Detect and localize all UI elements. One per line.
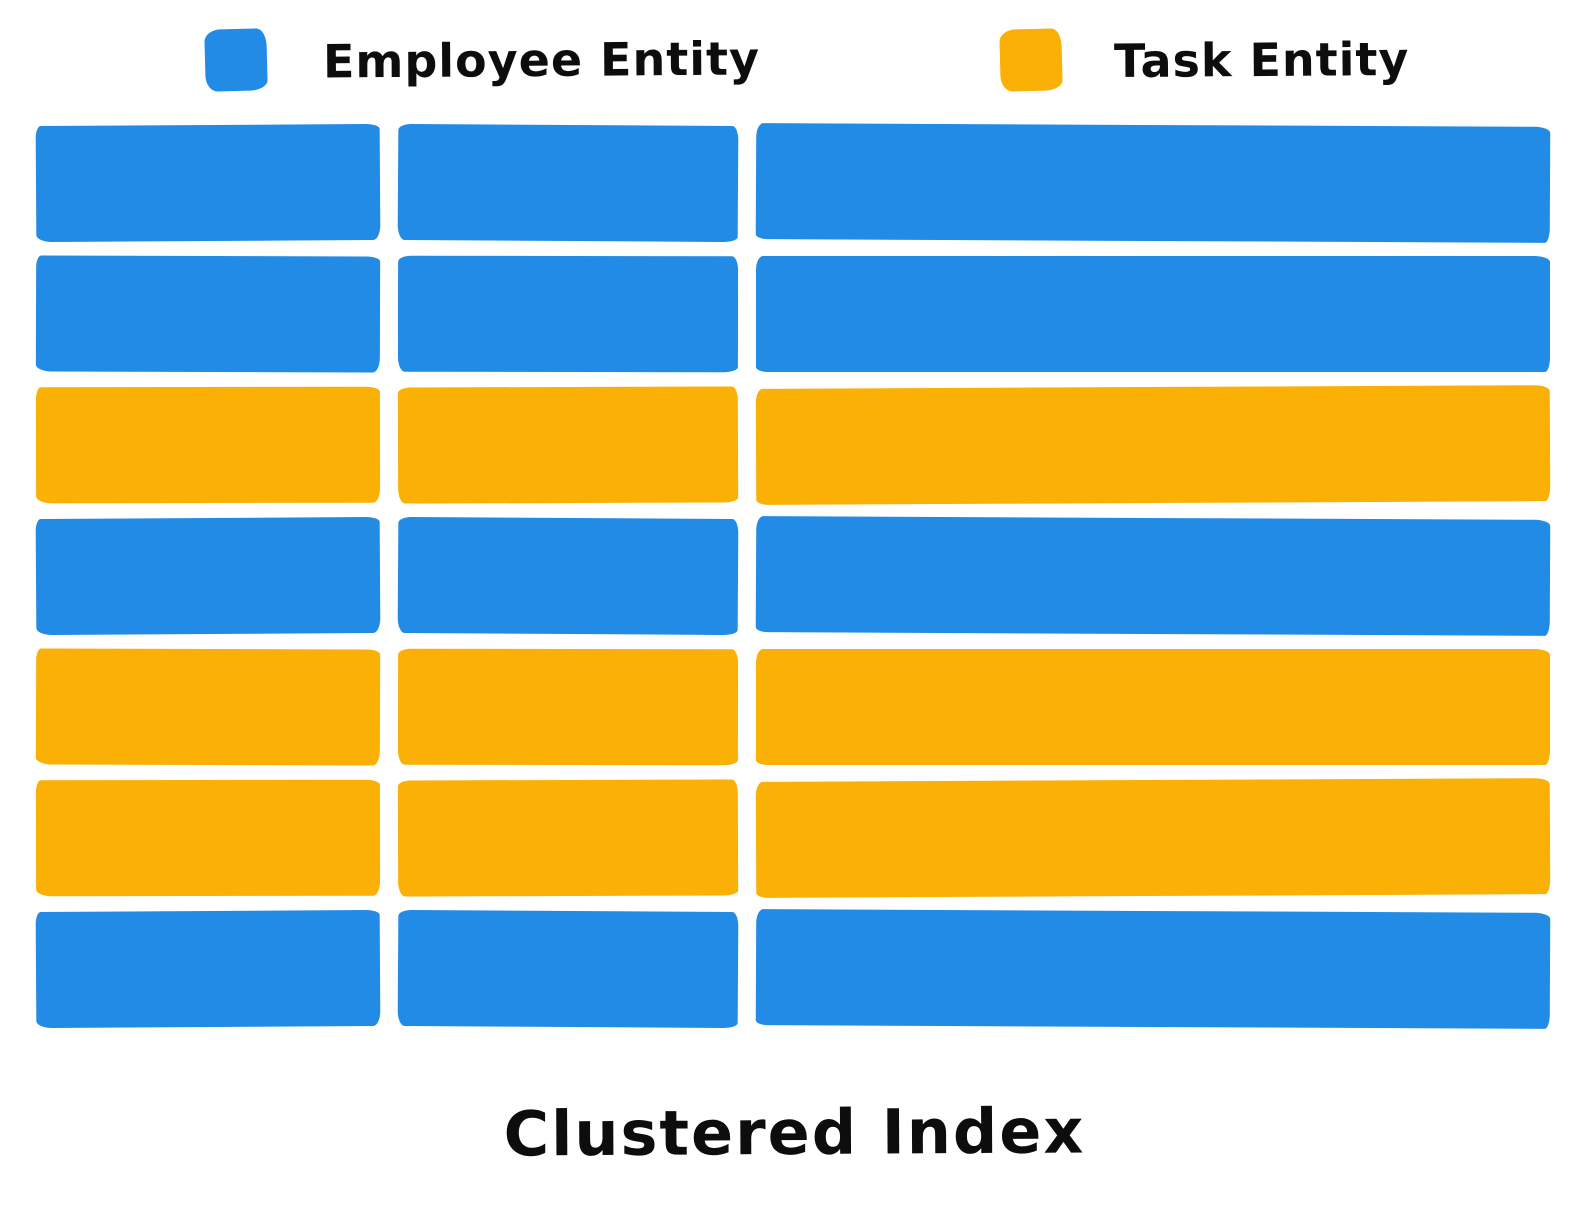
employee-color-swatch-icon <box>204 28 268 92</box>
grid-cell-task <box>755 778 1551 898</box>
legend: Employee Entity Task Entity <box>0 24 1589 96</box>
grid-cell-task <box>755 385 1551 505</box>
grid-cell-task <box>756 649 1550 765</box>
grid-cell-employee <box>35 255 381 373</box>
grid-cell-employee <box>397 516 739 636</box>
diagram-title: Clustered Index <box>503 1094 1086 1171</box>
grid-cell-task <box>35 779 381 897</box>
grid-cell-task <box>35 386 381 504</box>
grid-cell-employee <box>35 123 381 243</box>
grid-cell-employee <box>35 516 381 636</box>
grid-cell-task <box>397 386 739 504</box>
grid-cell-task <box>397 648 739 766</box>
grid-cell-employee <box>755 909 1551 1029</box>
legend-item-task: Task Entity <box>999 28 1410 92</box>
task-color-swatch-icon <box>999 28 1063 92</box>
grid-cell-employee <box>755 516 1551 636</box>
grid-cell-employee <box>35 909 381 1029</box>
grid-cell-task <box>397 779 739 897</box>
legend-item-employee: Employee Entity <box>204 28 761 92</box>
grid-cell-employee <box>397 123 739 243</box>
grid-cell-employee <box>397 909 739 1029</box>
grid-cell-task <box>35 648 381 766</box>
legend-label-task: Task Entity <box>1113 31 1410 89</box>
grid-cell-employee <box>397 255 739 373</box>
grid-cell-employee <box>756 256 1550 372</box>
index-grid <box>35 123 1551 1029</box>
legend-label-employee: Employee Entity <box>322 31 761 89</box>
grid-cell-employee <box>755 123 1551 243</box>
